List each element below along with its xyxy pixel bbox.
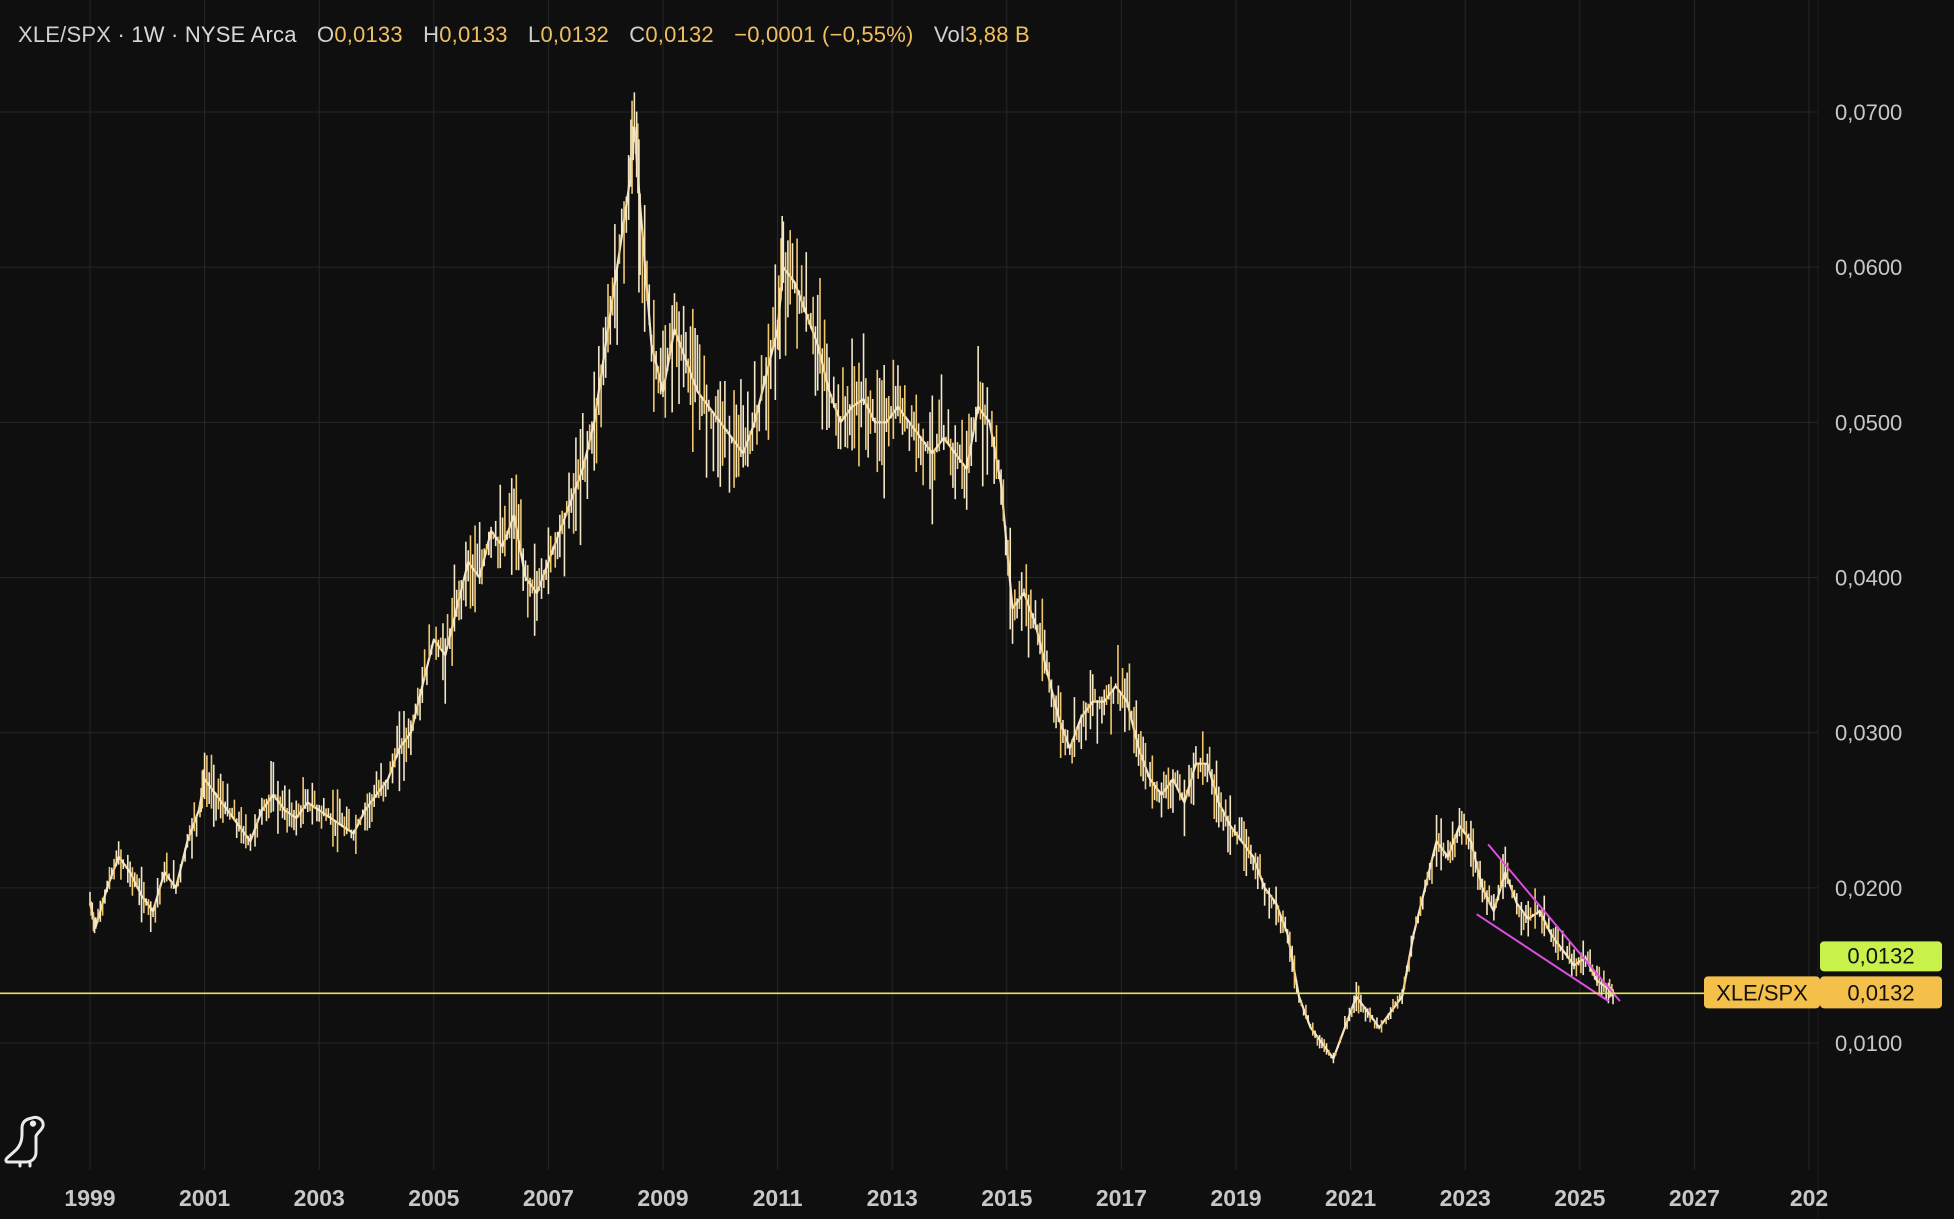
low-key: L	[528, 22, 541, 47]
last-price-tag-label: 0,0132	[1847, 943, 1914, 968]
x-tick-label: 2019	[1210, 1185, 1261, 1211]
y-axis[interactable]: 0,0700 0,0600 0,0500 0,0400 0,0300 0,0200 0,01…	[1835, 100, 1902, 1056]
interval-label[interactable]: 1W	[131, 22, 165, 47]
y-tick-label: 0,0200	[1835, 876, 1902, 901]
last-price-tag-bg	[1820, 941, 1942, 972]
high-value: 0,0133	[439, 22, 508, 47]
symbol-tag-bg	[1704, 976, 1820, 1009]
volume-key: Vol	[933, 22, 966, 47]
separator-dot: ·	[117, 22, 132, 47]
x-tick-label: 2025	[1554, 1185, 1605, 1211]
x-axis[interactable]: 1999 2001 2003 2005 2007 2009 2011 2013 2015 2017…	[64, 1185, 1828, 1211]
separator-dot: ·	[171, 22, 185, 47]
change-value: −0,0001 (−0,55%)	[734, 22, 914, 47]
exchange-label: NYSE Arca	[184, 22, 297, 47]
low-value: 0,0132	[540, 22, 609, 47]
y-tick-label: 0,0100	[1835, 1031, 1902, 1056]
x-tick-label: 2001	[179, 1185, 230, 1211]
x-tick-label: 2027	[1669, 1185, 1720, 1211]
x-tick-label: 2013	[867, 1185, 918, 1211]
x-tick-label: 2021	[1325, 1185, 1376, 1211]
x-tick-label: 2005	[408, 1185, 459, 1211]
volume-value: 3,88 B	[965, 22, 1030, 47]
x-tick-label: 2003	[294, 1185, 345, 1211]
y-tick-label: 0,0600	[1835, 255, 1902, 280]
symbol-tag-label: XLE/SPX	[1716, 980, 1808, 1005]
x-tick-label: 2011	[753, 1185, 803, 1211]
open-value: 0,0133	[334, 22, 403, 47]
chart-grid	[0, 0, 1819, 1219]
x-tick-label: 2023	[1440, 1185, 1491, 1211]
dinosaur-logo-icon[interactable]	[2, 1112, 50, 1168]
x-tick-label: 2017	[1096, 1185, 1147, 1211]
price-tags: 0,0132 XLE/SPX 0,0132	[1704, 941, 1942, 1009]
symbol-title[interactable]: XLE/SPX	[18, 22, 112, 47]
high-key: H	[423, 22, 440, 47]
y-tick-label: 0,0700	[1835, 100, 1902, 125]
symbol-value-tag-bg	[1820, 976, 1942, 1009]
x-tick-label: 2007	[523, 1185, 574, 1211]
y-tick-label: 0,0400	[1835, 566, 1902, 591]
y-tick-label: 0,0300	[1835, 721, 1902, 746]
x-tick-label: 1999	[64, 1185, 115, 1211]
open-key: O	[317, 22, 335, 47]
close-key: C	[629, 22, 646, 47]
y-tick-label: 0,0500	[1835, 410, 1902, 435]
x-tick-label: 202	[1790, 1185, 1828, 1211]
x-tick-label: 2009	[637, 1185, 688, 1211]
wedge-trendline[interactable]	[1476, 913, 1610, 1002]
trendlines[interactable]	[1476, 843, 1621, 1002]
x-tick-label: 2015	[981, 1185, 1032, 1211]
wedge-trendline[interactable]	[1487, 843, 1621, 1002]
symbol-value-tag-label: 0,0132	[1847, 980, 1914, 1005]
chart-legend-header: XLE/SPX · 1W · NYSE Arca O0,0133 H0,0133…	[18, 22, 1030, 48]
price-series	[88, 92, 1615, 1064]
close-value: 0,0132	[645, 22, 714, 47]
